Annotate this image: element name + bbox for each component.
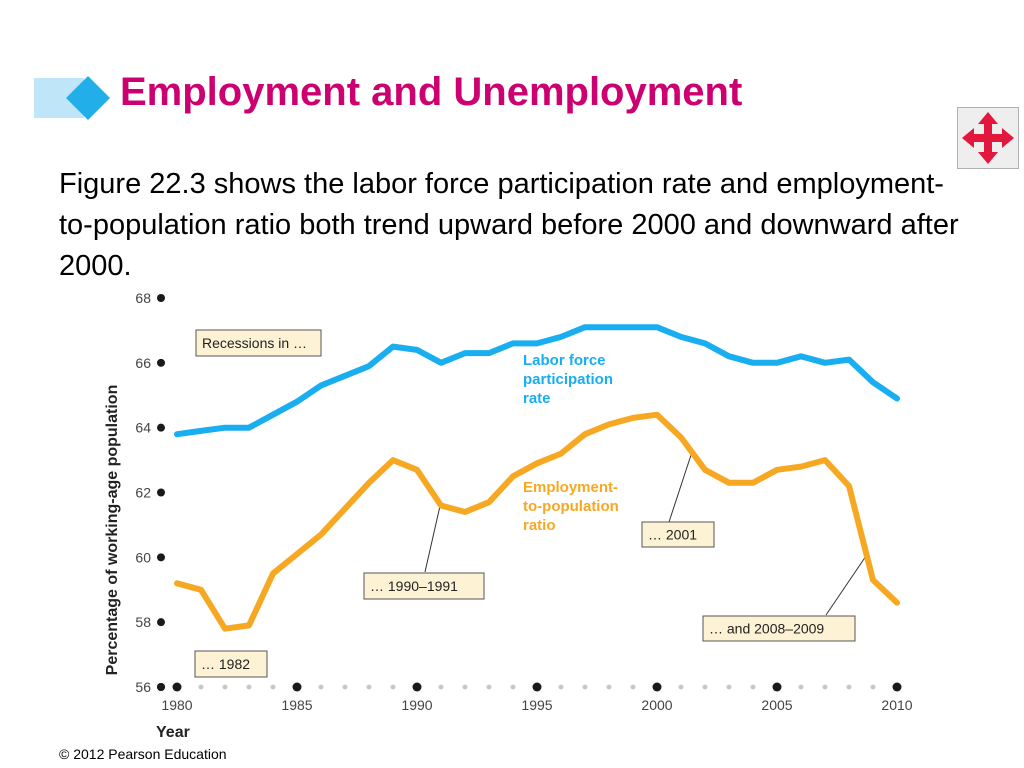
y-tick-label: 62 [135,485,151,501]
x-minor-dot [726,684,732,690]
recession-2008-callout-text: … and 2008–2009 [709,621,824,637]
recession-2001-callout-text: … 2001 [648,527,697,543]
x-minor-dot [462,684,468,690]
x-minor-dot [630,684,636,690]
x-minor-dot [606,684,612,690]
x-tick-label: 2000 [641,697,672,713]
x-tick-dot [772,682,782,692]
x-minor-dot [678,684,684,690]
recession-1990-callout-text: … 1990–1991 [370,578,458,594]
x-tick-label: 1985 [281,697,312,713]
x-minor-dot [798,684,804,690]
x-tick-dot [892,682,902,692]
axis-origin-dot [157,683,165,691]
x-tick-dot [292,682,302,692]
x-minor-dot [270,684,276,690]
y-tick-dot [157,488,165,497]
x-tick-label: 1995 [521,697,552,713]
x-tick-dot [652,682,662,692]
title-decoration [34,76,110,120]
slide-body-text: Figure 22.3 shows the labor force partic… [59,168,959,282]
x-axis-label: Year [156,724,190,741]
x-minor-dot [198,684,204,690]
x-minor-dot [366,684,372,690]
x-minor-dot [582,684,588,690]
x-tick-dot [532,682,542,692]
x-minor-dot [870,684,876,690]
y-axis-label: Percentage of working-age population [104,385,121,676]
copyright-footer: © 2012 Pearson Education [59,746,227,762]
recessions-legend-box-box [195,329,322,357]
y-tick-label: 56 [135,679,151,695]
x-minor-dot [342,684,348,690]
x-minor-dot [486,684,492,690]
x-minor-dot [558,684,564,690]
x-minor-dot [702,684,708,690]
slide-title: Employment and Unemployment [120,70,743,114]
series-label-employment: Employment-to-population ratio [523,479,619,534]
recession-2008-callout-box [702,615,856,642]
x-tick-dot [412,682,422,692]
x-tick-dot [172,682,182,692]
callout-leader-line [825,555,867,616]
series-line-participation [174,324,900,438]
y-tick-label: 66 [135,355,151,371]
x-minor-dot [390,684,396,690]
x-minor-dot [318,684,324,690]
x-minor-dot [222,684,228,690]
recession-1990-callout-box [363,572,485,600]
x-minor-dot [846,684,852,690]
y-tick-dot [157,358,165,367]
recession-1982-callout-text: … 1982 [201,656,250,672]
callout-leader-line [668,451,693,523]
recessions-legend-box-text: Recessions in … [202,335,307,351]
x-tick-label: 2010 [881,697,912,713]
y-tick-label: 68 [135,290,151,306]
x-minor-dot [822,684,828,690]
y-tick-dot [157,618,165,627]
x-minor-dot [510,684,516,690]
recession-2001-callout-box [641,521,715,548]
x-minor-dot [438,684,444,690]
x-minor-dot [246,684,252,690]
x-tick-label: 1990 [401,697,432,713]
callout-leader-line [424,505,441,573]
y-tick-dot [157,423,165,432]
y-tick-label: 60 [135,549,151,565]
y-tick-label: 58 [135,614,151,630]
x-tick-label: 2005 [761,697,792,713]
y-tick-dot [157,294,165,302]
x-tick-label: 1980 [161,697,192,713]
x-minor-dot [750,684,756,690]
recession-1982-callout-box [194,650,268,678]
y-tick-dot [157,553,165,562]
y-tick-label: 64 [135,420,151,436]
series-label-participation: Labor force participation rate [523,352,613,407]
series-line-employment [174,411,900,632]
